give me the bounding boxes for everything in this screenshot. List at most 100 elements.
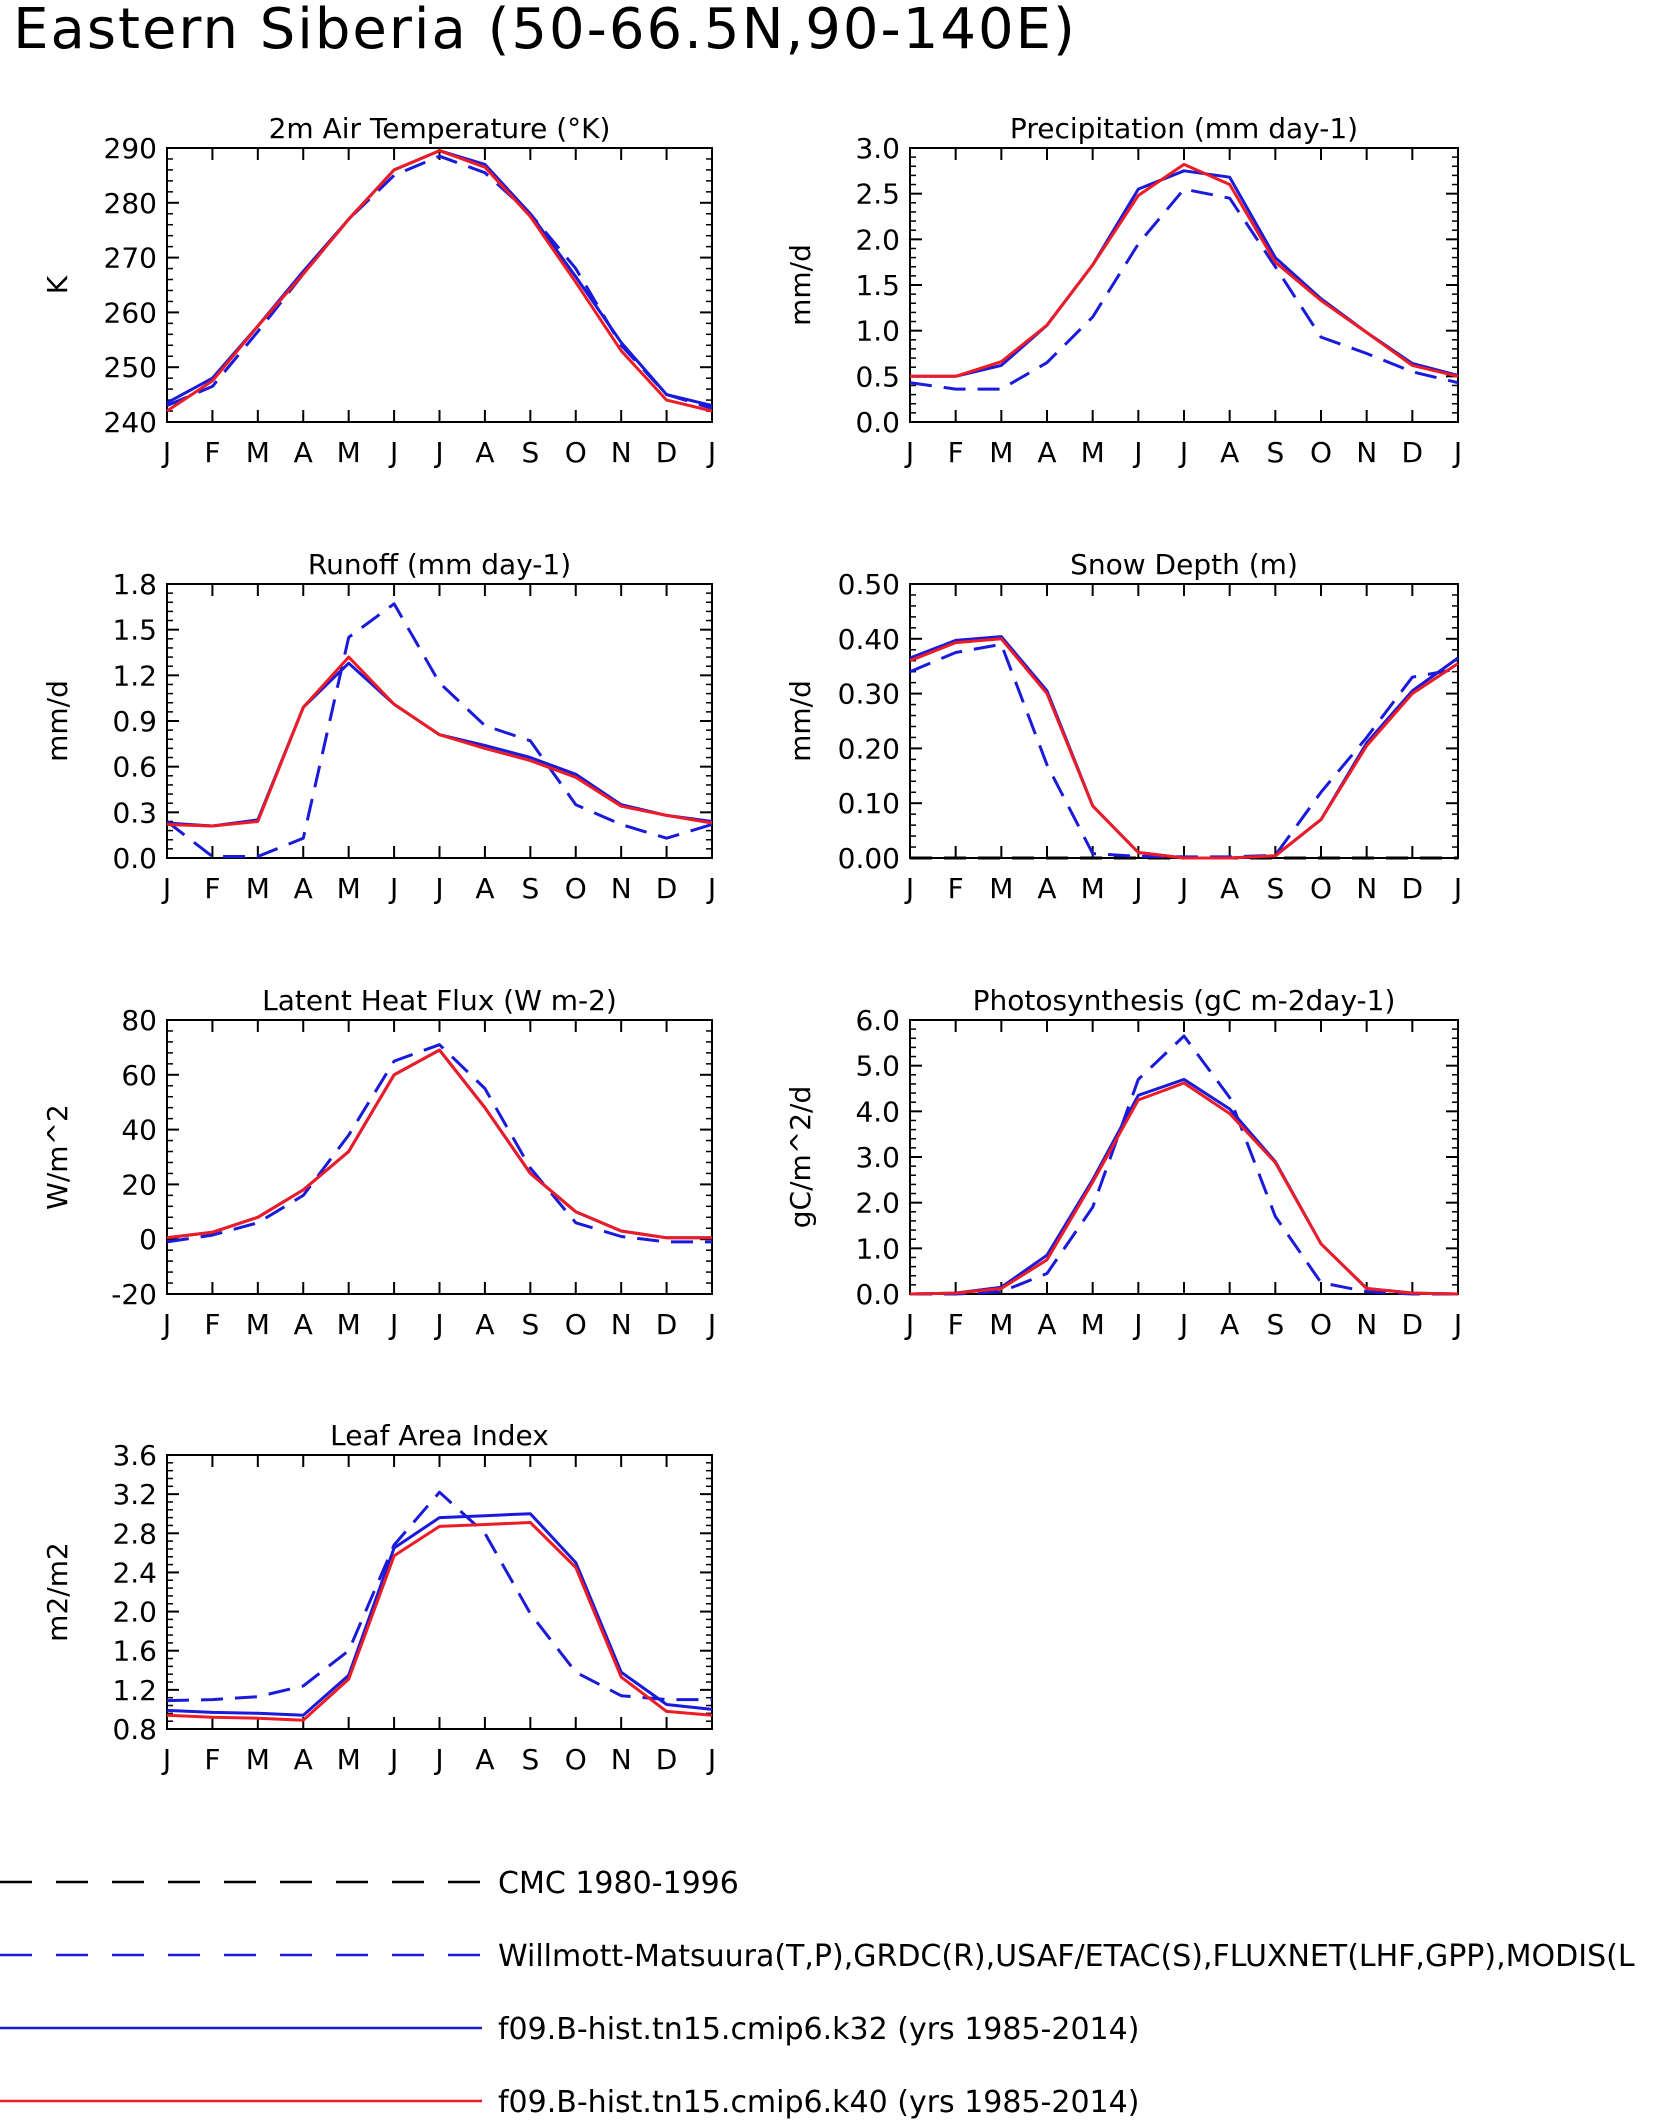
y-tick-label: 2.4 [112, 1556, 157, 1589]
legend-label: Willmott-Matsuura(T,P),GRDC(R),USAF/ETAC… [498, 1939, 1635, 1974]
x-tick-label: J [706, 1308, 716, 1341]
x-tick-label: D [1402, 872, 1424, 905]
y-tick-label: 1.2 [112, 1674, 157, 1707]
photosynthesis-gc-m-2day-1-k40-line [909, 1081, 1459, 1296]
precipitation-mm-day-1-frame [909, 147, 1459, 423]
x-tick-label: M [1081, 872, 1105, 905]
y-tick-label: 270 [104, 242, 157, 275]
x-tick-label: J [161, 1743, 171, 1776]
legend-item: Willmott-Matsuura(T,P),GRDC(R),USAF/ETAC… [0, 1939, 1635, 1974]
y-tick-label: 3.2 [112, 1478, 157, 1511]
x-tick-label: N [611, 1743, 632, 1776]
y-tick-label: 0.00 [838, 842, 900, 875]
x-tick-label: A [475, 436, 494, 469]
x-tick-label: J [1452, 436, 1462, 469]
y-tick-label: 6.0 [855, 1004, 900, 1037]
runoff-mm-day-1-k32-line [166, 661, 713, 828]
y-tick-label: 20 [121, 1168, 157, 1201]
runoff-mm-day-1-obs-line [166, 602, 713, 858]
x-tick-label: N [1356, 436, 1377, 469]
x-tick-label: O [565, 436, 587, 469]
y-tick-label: 5.0 [855, 1050, 900, 1083]
latent-heat-flux-w-m-2-obs-line [166, 1043, 712, 1244]
y-tick-label: 1.0 [855, 1232, 900, 1265]
y-tick-label: 0 [139, 1223, 157, 1256]
x-tick-label: O [1310, 436, 1332, 469]
y-tick-label: 250 [104, 351, 157, 384]
panel-title: Runoff (mm day-1) [308, 548, 571, 581]
runoff-mm-day-1-frame [166, 583, 713, 859]
y-axis-label: mm/d [784, 244, 817, 326]
x-tick-label: A [475, 1308, 494, 1341]
x-tick-label: J [706, 872, 716, 905]
y-tick-label: 280 [104, 187, 157, 220]
y-tick-label: 2.8 [112, 1517, 157, 1550]
x-tick-label: M [337, 1308, 361, 1341]
x-tick-label: J [1132, 436, 1142, 469]
precipitation-mm-day-1-k32-line [910, 169, 1459, 378]
x-tick-label: M [246, 1743, 270, 1776]
leaf-area-index-k32-line [166, 1512, 713, 1717]
x-tick-label: J [1132, 1308, 1142, 1341]
x-tick-label: J [706, 436, 716, 469]
snow-depth-m-obs-line [909, 642, 1459, 859]
photosynthesis-gc-m-2day-1-panel: Photosynthesis (gC m-2day-1) gC/m^2/d 0.0 1… [784, 984, 1462, 1341]
x-tick-label: N [611, 1308, 632, 1341]
photosynthesis-gc-m-2day-1-obs-line [910, 1034, 1458, 1296]
x-tick-label: M [246, 1308, 270, 1341]
x-tick-label: J [388, 436, 398, 469]
x-tick-label: J [1178, 436, 1188, 469]
x-tick-label: S [521, 436, 539, 469]
y-tick-label: 0.20 [838, 732, 900, 765]
x-tick-label: J [1178, 872, 1188, 905]
x-tick-label: A [1037, 436, 1056, 469]
x-tick-label: O [565, 1308, 587, 1341]
x-tick-label: D [656, 1743, 678, 1776]
y-tick-label: 3.0 [855, 132, 900, 165]
y-tick-label: 3.0 [855, 1141, 900, 1174]
panel-title: Precipitation (mm day-1) [1010, 112, 1358, 145]
x-tick-label: M [246, 872, 270, 905]
x-tick-label: A [1037, 872, 1056, 905]
2m-air-temperature-k-k32-line [166, 149, 713, 408]
y-tick-label: 0.8 [112, 1713, 157, 1746]
x-tick-label: J [904, 872, 914, 905]
x-tick-label: A [294, 1308, 313, 1341]
x-tick-label: F [948, 872, 964, 905]
x-tick-label: N [1356, 872, 1377, 905]
x-tick-label: A [1037, 1308, 1056, 1341]
y-axis-label: K [41, 275, 74, 294]
x-tick-label: J [388, 1308, 398, 1341]
y-tick-label: -20 [111, 1278, 157, 1311]
x-tick-label: M [337, 436, 361, 469]
y-tick-label: 40 [121, 1114, 157, 1147]
precipitation-mm-day-1-k40-line [910, 162, 1459, 378]
x-tick-label: A [294, 436, 313, 469]
x-tick-label: A [294, 1743, 313, 1776]
chart-panels: 2m Air Temperature (°K) K 240 250 260 270 280 2… [41, 112, 1462, 1776]
x-tick-label: J [1178, 1308, 1188, 1341]
x-tick-label: D [1402, 436, 1424, 469]
leaf-area-index-obs-line [166, 1490, 712, 1703]
x-tick-label: S [521, 1308, 539, 1341]
x-tick-label: F [204, 1308, 220, 1341]
x-tick-label: O [565, 872, 587, 905]
x-tick-label: M [989, 1308, 1013, 1341]
leaf-area-index-k40-line [166, 1521, 713, 1722]
y-tick-label: 0.0 [855, 406, 900, 439]
y-tick-label: 1.8 [112, 568, 157, 601]
y-tick-label: 2.0 [112, 1596, 157, 1629]
x-tick-label: D [656, 872, 678, 905]
latent-heat-flux-w-m-2-panel: Latent Heat Flux (W m-2) W/m^2 -20 0 20 40 60 8… [41, 984, 716, 1341]
x-tick-label: J [1452, 1308, 1462, 1341]
y-tick-label: 0.5 [855, 360, 900, 393]
y-tick-label: 0.3 [112, 796, 157, 829]
y-tick-label: 1.5 [855, 269, 900, 302]
x-tick-label: J [1452, 872, 1462, 905]
legend-item: f09.B-hist.tn15.cmip6.k32 (yrs 1985-2014… [0, 2012, 1139, 2047]
x-tick-label: J [1132, 872, 1142, 905]
x-tick-label: F [204, 1743, 220, 1776]
legend-label: CMC 1980-1996 [498, 1866, 739, 1901]
x-tick-label: F [204, 872, 220, 905]
y-tick-label: 0.9 [112, 705, 157, 738]
